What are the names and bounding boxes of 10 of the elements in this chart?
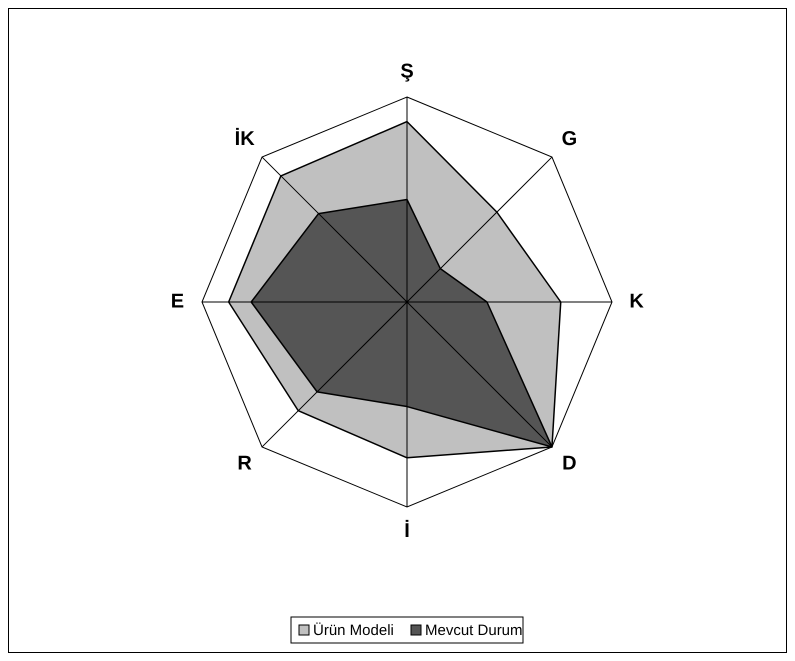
- spoke-label: İ: [404, 518, 410, 542]
- spoke-label: İK: [234, 126, 256, 150]
- legend-label: Ürün Modeli: [313, 622, 394, 639]
- spoke-label: G: [562, 128, 578, 150]
- legend-label: Mevcut Durum: [425, 622, 523, 639]
- spoke-label: R: [237, 452, 252, 475]
- spoke-label: D: [562, 452, 577, 475]
- spoke-label: K: [629, 290, 644, 312]
- spoke-label: E: [170, 290, 184, 312]
- spoke-label: Ş: [400, 60, 414, 83]
